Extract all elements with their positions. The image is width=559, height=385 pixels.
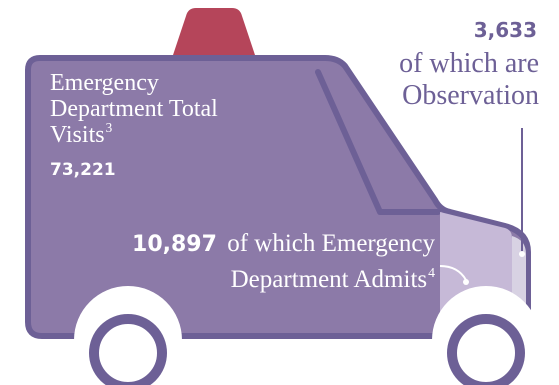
admits-label-line-1: of which Emergency: [227, 230, 435, 257]
total-visits-value: 73,221: [50, 160, 116, 180]
admits-label-line-2: Department Admits: [230, 266, 428, 293]
front-wheel: [447, 314, 525, 385]
admits-line-1: 10,897 of which Emergency: [132, 230, 435, 258]
observation-label: of which are Observation: [399, 48, 539, 111]
admits-arrow: [439, 265, 467, 281]
observation-value: 3,633: [473, 18, 537, 42]
total-visits-label-text: Emergency Department Total Visits: [50, 70, 218, 148]
admits-arrow-dot: [463, 279, 469, 285]
admits-line-2: Department Admits4: [230, 264, 435, 294]
van-body: [25, 55, 531, 339]
rear-wheel: [89, 314, 167, 385]
total-visits-footnote: 3: [105, 120, 113, 136]
admits-footnote: 4: [428, 264, 435, 280]
windshield-line: [315, 69, 441, 215]
admits-value: 10,897: [132, 232, 217, 257]
total-visits-label: Emergency Department Total Visits3: [50, 70, 260, 151]
siren-light-icon: [172, 8, 256, 58]
observation-leader-dot: [519, 251, 525, 257]
